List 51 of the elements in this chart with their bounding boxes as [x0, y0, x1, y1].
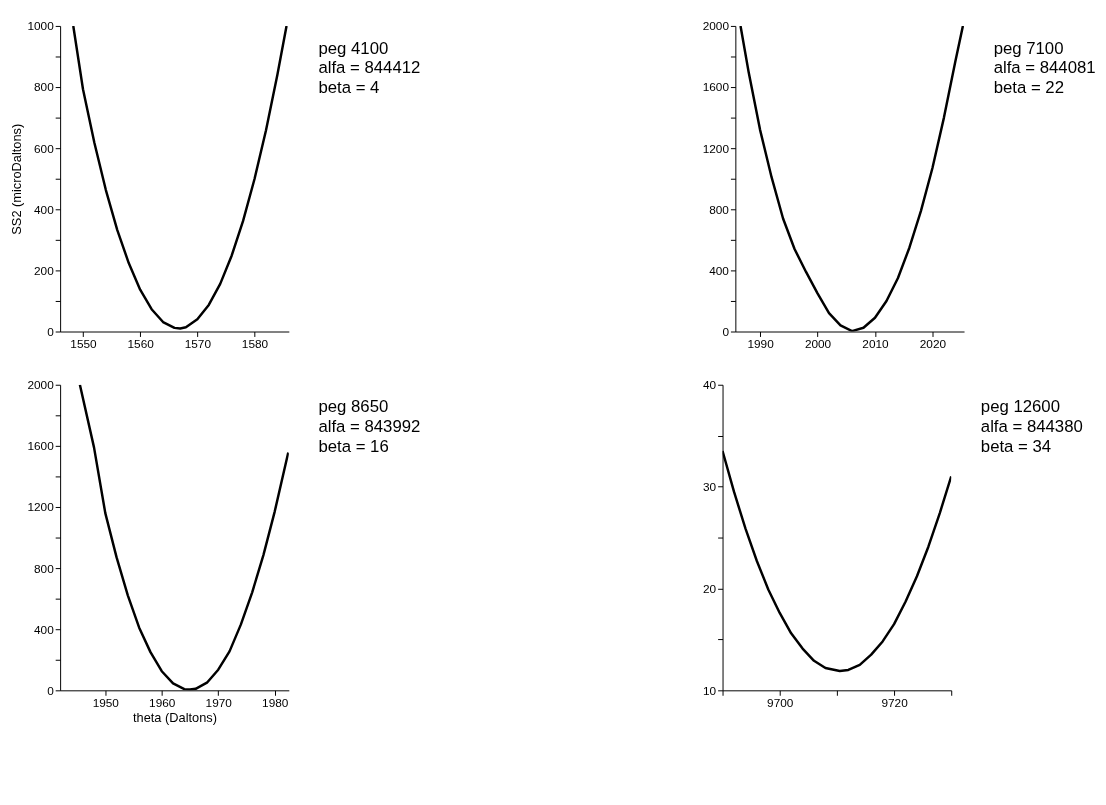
y-tick-label: 800: [34, 561, 55, 576]
x-tick-label: 2010: [862, 336, 890, 351]
text: beta = 34: [980, 436, 1052, 456]
y-tick-label: 200: [34, 263, 55, 278]
text: beta = 4: [318, 77, 380, 97]
x-tick-label: 1550: [70, 336, 98, 351]
text: alfa = 843992: [318, 417, 421, 437]
x-tick-label: 1960: [149, 695, 176, 710]
y-tick-label: 1600: [702, 80, 730, 95]
x-axis-title: theta (Daltons): [133, 710, 217, 726]
text: beta = 22: [993, 77, 1064, 97]
text: peg 7100: [993, 38, 1064, 58]
y-tick-label: 600: [34, 141, 55, 156]
text: peg 12600: [980, 397, 1060, 417]
y-tick-label: 2000: [702, 19, 730, 34]
x-tick-label: 1570: [184, 336, 212, 351]
y-tick-label: 0: [47, 324, 55, 339]
y-tick-label: 800: [709, 202, 730, 217]
y-tick-label: 20: [703, 581, 717, 596]
x-tick-label: 1950: [92, 695, 120, 710]
x-tick-label: 1580: [241, 336, 269, 351]
x-tick-label: 2020: [919, 336, 947, 351]
x-tick-label: 1560: [127, 336, 155, 351]
text: peg 4100: [318, 38, 389, 58]
y-tick-label: 40: [703, 378, 717, 393]
y-tick-label: 800: [34, 80, 55, 95]
x-tick-label: 9720: [881, 695, 909, 710]
y-tick-label: 400: [709, 263, 730, 278]
x-tick-label: 1990: [747, 336, 775, 351]
text: alfa = 844380: [980, 417, 1083, 437]
y-tick-label: 0: [722, 324, 730, 339]
y-tick-label: 10: [703, 683, 717, 698]
y-tick-label: 1200: [702, 141, 730, 156]
y-tick-label: 400: [34, 622, 55, 637]
y-tick-label: 400: [34, 202, 55, 217]
text: beta = 16: [318, 436, 389, 456]
y-tick-label: 1000: [27, 19, 55, 34]
y-axis-title: SS2 (microDaltons): [8, 123, 24, 235]
text: peg 8650: [318, 397, 389, 417]
y-tick-label: 1200: [27, 500, 55, 515]
x-tick-label: 1980: [262, 695, 289, 710]
line-series: [739, 25, 965, 332]
text: alfa = 844412: [318, 58, 421, 78]
y-tick-label: 0: [47, 683, 55, 698]
x-tick-label: 1970: [205, 695, 233, 710]
text: alfa = 844081: [993, 58, 1096, 78]
y-tick-label: 1600: [27, 439, 55, 454]
x-tick-label: 9700: [767, 695, 794, 710]
x-tick-label: 2000: [804, 336, 832, 351]
y-tick-label: 30: [703, 480, 717, 495]
y-tick-label: 2000: [27, 378, 55, 393]
